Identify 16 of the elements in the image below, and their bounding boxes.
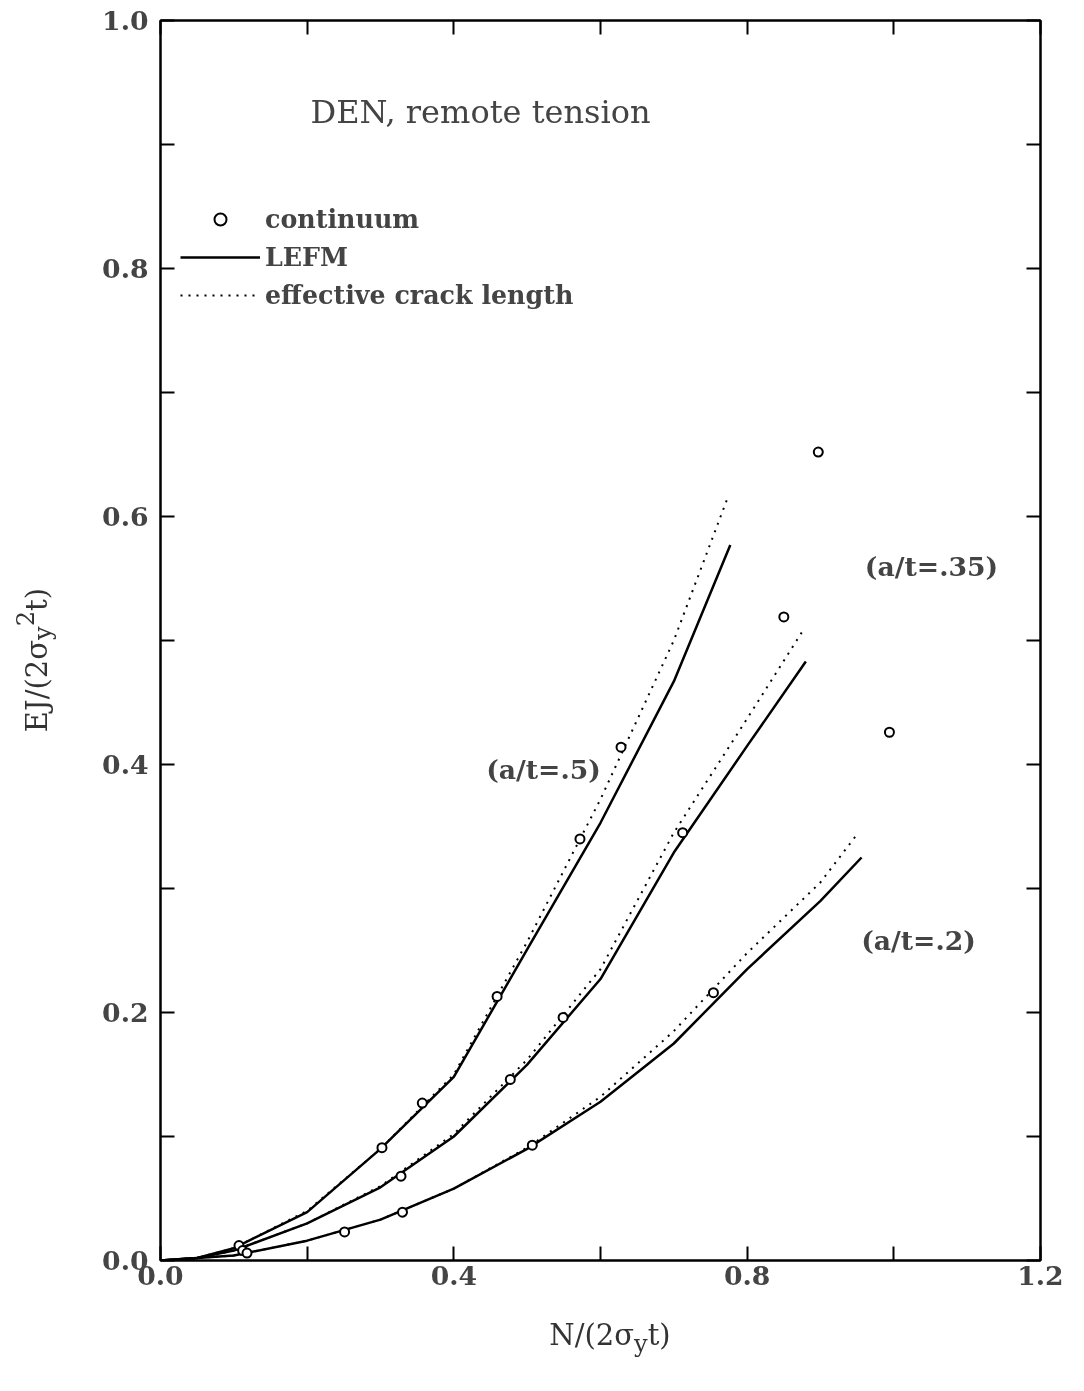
x-tick-label: 1.2 bbox=[1017, 1259, 1064, 1291]
y-tick-label: 0.6 bbox=[102, 501, 149, 532]
x-tick-label: 0.4 bbox=[430, 1259, 478, 1291]
y-tick-label: 0.4 bbox=[102, 749, 149, 780]
x-tick-label: 0.8 bbox=[723, 1259, 771, 1291]
annotation: (a/t=.35) bbox=[864, 551, 999, 582]
y-tick-label: 1.0 bbox=[102, 5, 149, 36]
legend-label: continuum bbox=[265, 204, 420, 234]
x-axis-title: N/(2σ$_{y}$t) bbox=[549, 1317, 671, 1360]
legend-label: LEFM bbox=[265, 242, 349, 272]
y-tick-label: 0.2 bbox=[102, 997, 149, 1028]
annotation: (a/t=.2) bbox=[861, 925, 976, 956]
text: DEN, remote tension bbox=[310, 92, 651, 131]
y-tick-label: 0.8 bbox=[102, 253, 149, 284]
legend-label: effective crack length bbox=[265, 280, 574, 310]
annotation: (a/t=.5) bbox=[486, 754, 601, 785]
